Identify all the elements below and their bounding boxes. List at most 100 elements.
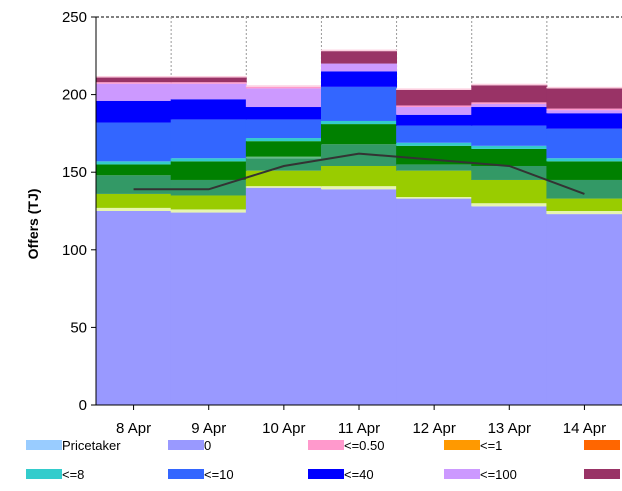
bar-segment xyxy=(396,198,473,405)
legend-swatch xyxy=(584,440,620,450)
bar-segment xyxy=(546,161,622,180)
bar-segment xyxy=(245,170,322,187)
bar-segment xyxy=(471,107,548,126)
trend-line-layer xyxy=(133,152,585,195)
bar-segment xyxy=(170,212,247,405)
bar-segment xyxy=(170,83,247,100)
legend-swatch xyxy=(444,469,480,479)
bar-segment xyxy=(321,165,397,187)
legend-label: <=0.50 xyxy=(344,438,385,453)
bar-segment xyxy=(471,179,548,204)
bar-segment xyxy=(245,158,322,171)
x-tick-label: 8 Apr xyxy=(116,420,151,437)
bar-segment xyxy=(321,51,397,64)
bar-segment xyxy=(546,108,622,111)
bar-segment xyxy=(396,145,473,165)
y-tick-label: 200 xyxy=(62,87,87,104)
bar-segment xyxy=(245,156,322,159)
bar-segment xyxy=(321,189,397,405)
bar-segment xyxy=(170,82,247,84)
bar-segment xyxy=(321,86,397,121)
bar-segment xyxy=(170,209,247,213)
legend-swatch xyxy=(26,469,62,479)
bar-segment xyxy=(95,82,172,84)
x-tick-label: 13 Apr xyxy=(488,420,531,437)
bar-segment xyxy=(95,75,172,78)
bar-segment xyxy=(245,187,322,405)
bar-segment xyxy=(95,193,172,208)
legend: Pricetaker 0 <=0.50 <=1 <=8 <=10 <=40 <=100 xyxy=(26,438,620,482)
bar-segment xyxy=(95,122,172,162)
bar-segment xyxy=(471,83,548,86)
legend-label: <=8 xyxy=(62,467,84,482)
bar-segment xyxy=(95,175,172,194)
bar-segment xyxy=(546,214,622,405)
axes: 0 50 100 150 200 250 8 Apr 9 Apr 10 Apr 11 Apr 12 … xyxy=(62,9,622,437)
y-tick-label: 50 xyxy=(70,319,87,336)
bar-segment xyxy=(245,119,322,139)
bar-segment xyxy=(546,110,622,114)
bar-segment xyxy=(471,206,548,405)
bar-segment xyxy=(321,144,397,166)
bar-segment xyxy=(170,99,247,120)
x-tick-label: 12 Apr xyxy=(412,420,455,437)
legend-label: <=40 xyxy=(344,467,374,482)
bar-segment xyxy=(245,86,322,89)
bar-segment xyxy=(546,158,622,162)
bar-segment xyxy=(471,103,548,108)
bar-segment xyxy=(321,63,397,72)
bar-segment xyxy=(170,119,247,159)
bar-segment xyxy=(546,211,622,215)
bar-segment xyxy=(396,125,473,143)
legend-label: Pricetaker xyxy=(62,438,121,453)
legend-swatch xyxy=(308,469,344,479)
legend-swatch xyxy=(584,469,620,479)
bar-segment xyxy=(95,77,172,83)
legend-swatch xyxy=(26,440,62,450)
bar-segment xyxy=(170,161,247,180)
bar-segment xyxy=(546,86,622,89)
bar-segment xyxy=(95,164,172,176)
bar-segment xyxy=(245,85,322,87)
bar-segment xyxy=(396,88,473,90)
trend-line xyxy=(133,152,585,195)
bar-segment xyxy=(321,186,397,190)
bar-segment xyxy=(170,179,247,196)
y-tick-label: 100 xyxy=(62,242,87,259)
bar-segment xyxy=(396,142,473,146)
bar-segment xyxy=(471,102,548,104)
x-tick-label: 9 Apr xyxy=(191,420,226,437)
bar-segment xyxy=(95,100,172,123)
x-tick-label: 10 Apr xyxy=(262,420,305,437)
bar-segment xyxy=(546,113,622,129)
bar-segment xyxy=(396,114,473,126)
bar-segment xyxy=(546,128,622,159)
bar-segment xyxy=(245,107,322,120)
bar-segment xyxy=(396,107,473,115)
legend-label: 0 xyxy=(204,438,211,453)
legend-swatch xyxy=(308,440,344,450)
bar-segment xyxy=(471,145,548,149)
x-tick-label: 14 Apr xyxy=(563,420,606,437)
legend-swatch xyxy=(168,469,204,479)
bar-segment xyxy=(546,198,622,211)
bar-segment xyxy=(95,211,172,405)
bar-segment xyxy=(471,148,548,166)
y-tick-label: 250 xyxy=(62,9,87,26)
bar-segment xyxy=(170,158,247,162)
bar-segment xyxy=(396,164,473,171)
bar-segment xyxy=(471,85,548,103)
bar-segment xyxy=(546,179,622,199)
legend-swatch xyxy=(168,440,204,450)
bar-segment xyxy=(95,83,172,101)
y-tick-label: 0 xyxy=(79,397,87,414)
y-axis-label: Offers (TJ) xyxy=(25,189,41,260)
bar-segment xyxy=(321,120,397,125)
bar-segment xyxy=(245,186,322,188)
legend-label: <=1 xyxy=(480,438,502,453)
bar-segment xyxy=(396,89,473,106)
bar-segment xyxy=(170,75,247,78)
bar-segment xyxy=(245,138,322,142)
bar-segment xyxy=(396,105,473,108)
